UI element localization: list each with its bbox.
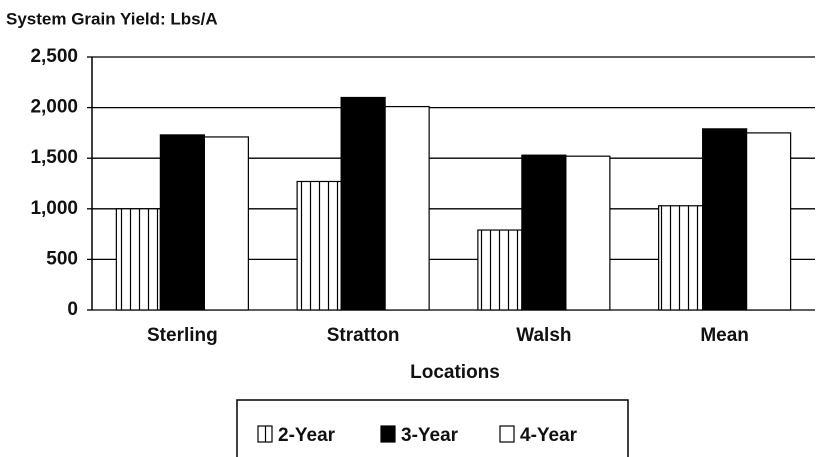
chart-title: System Grain Yield: Lbs/A	[6, 9, 218, 28]
legend-label: 3-Year	[401, 425, 459, 446]
y-tick-label: 1,500	[30, 147, 78, 168]
y-tick-label: 1,000	[30, 198, 78, 219]
x-tick-label: Stratton	[327, 325, 400, 346]
legend-box	[236, 399, 629, 457]
bar	[159, 134, 205, 311]
x-tick-label: Sterling	[147, 325, 218, 346]
bar	[521, 154, 567, 311]
legend-swatch	[380, 425, 396, 443]
bar	[203, 136, 249, 311]
bar	[296, 180, 342, 311]
bar	[658, 205, 704, 311]
bar	[477, 229, 523, 311]
x-tick-label: Mean	[700, 325, 749, 346]
x-axis-label: Locations	[410, 362, 500, 383]
x-tick-label: Walsh	[516, 325, 571, 346]
bar	[702, 128, 748, 311]
bar	[565, 155, 611, 311]
legend-label: 2-Year	[278, 425, 336, 446]
bar	[746, 132, 792, 311]
bar	[384, 105, 430, 311]
bar	[340, 96, 386, 311]
y-tick-label: 2,500	[30, 46, 78, 67]
legend-swatch	[257, 425, 273, 443]
legend-swatch	[499, 425, 515, 443]
bar	[115, 208, 161, 311]
y-tick-label: 2,000	[30, 97, 78, 118]
legend-label: 4-Year	[520, 425, 578, 446]
y-tick-label: 0	[67, 299, 78, 320]
y-tick-label: 500	[46, 248, 78, 269]
